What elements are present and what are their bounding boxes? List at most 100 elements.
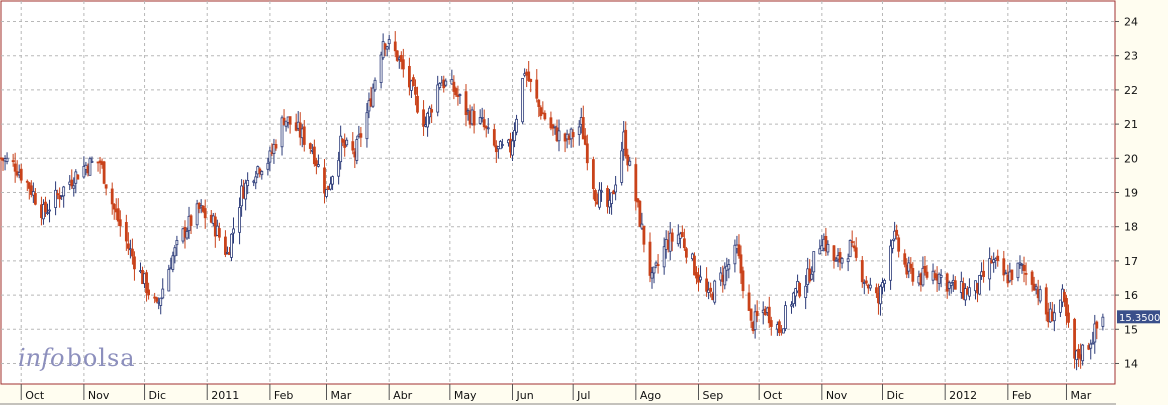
candle-body: [126, 243, 130, 249]
candle-down: [288, 116, 292, 134]
candle-body: [937, 273, 941, 284]
candle-up: [620, 141, 624, 186]
candle-body: [492, 129, 496, 146]
candle-body: [553, 125, 557, 128]
candle-body: [70, 179, 74, 187]
candle-body: [769, 320, 773, 327]
candle-body: [838, 252, 842, 263]
candle-up: [949, 281, 953, 294]
candle-up: [733, 239, 737, 273]
candle-up: [317, 154, 320, 168]
candle-down: [430, 104, 434, 123]
candle-up: [1004, 269, 1008, 275]
candle-down: [529, 78, 533, 93]
candle-body: [33, 193, 37, 205]
candle-up: [699, 265, 702, 283]
candle-body: [102, 161, 106, 184]
watermark-part1: info: [18, 344, 64, 372]
candle-up: [284, 120, 288, 132]
candle-down: [897, 234, 901, 258]
candle-body: [777, 321, 781, 334]
candle-up: [355, 135, 359, 165]
candle-body: [175, 240, 179, 246]
candle-up: [868, 277, 872, 291]
candle-up: [280, 115, 284, 156]
candle-up: [244, 179, 248, 211]
candle-body: [359, 133, 363, 138]
candle-up: [1016, 262, 1020, 282]
candle-up: [480, 107, 484, 123]
candle-down: [401, 48, 405, 78]
candle-up: [1089, 339, 1093, 360]
candle-up: [365, 102, 369, 148]
candle-body: [680, 232, 684, 238]
candle-down: [112, 202, 116, 220]
candle-up: [812, 251, 816, 282]
candle-body: [953, 280, 957, 290]
candle-down: [1024, 262, 1028, 286]
x-tick-label: Nov: [88, 389, 110, 402]
candle-body: [308, 143, 312, 149]
candle-up: [804, 275, 808, 310]
candle-down: [741, 266, 745, 299]
candle-up: [48, 199, 51, 223]
candle-body: [472, 110, 476, 126]
candle-body: [794, 288, 797, 297]
candle-body: [598, 189, 601, 208]
candle-down: [110, 182, 114, 215]
candle-body: [648, 241, 652, 276]
candle-up: [521, 77, 525, 125]
candle-body: [895, 229, 899, 236]
candle-down: [147, 282, 150, 300]
candle-body: [996, 255, 1000, 261]
candle-body: [535, 79, 539, 99]
candle-down: [606, 185, 609, 214]
x-tick-label: 2012: [949, 389, 977, 402]
candle-down: [395, 50, 399, 62]
candle-down: [118, 210, 122, 237]
candle-body: [1002, 258, 1006, 276]
candle-up: [676, 224, 680, 247]
candle-body: [480, 117, 484, 119]
candle-down: [482, 109, 486, 131]
candle-body: [1022, 265, 1026, 271]
candle-body: [365, 112, 369, 140]
candle-up: [331, 175, 334, 191]
candle-down: [769, 316, 773, 336]
candle-down: [472, 103, 476, 134]
candle-down: [1073, 317, 1076, 369]
candle-up: [628, 156, 632, 167]
candle-body: [676, 234, 680, 245]
candle-down: [323, 158, 326, 204]
candle-down: [549, 111, 553, 131]
candle-body: [699, 276, 702, 281]
candle-body: [351, 141, 355, 151]
candle-down: [755, 300, 759, 323]
candle-body: [501, 144, 504, 146]
candle-body: [852, 245, 856, 249]
candle-up: [921, 256, 925, 287]
candle-body: [217, 228, 221, 238]
candle-body: [939, 274, 943, 278]
candle-body: [124, 222, 128, 242]
candle-up: [978, 274, 981, 295]
candle-up: [159, 297, 163, 315]
candle-body: [112, 204, 116, 210]
candle-up: [185, 227, 189, 240]
candle-up: [478, 109, 482, 125]
candle-body: [891, 239, 895, 249]
candle-body: [693, 255, 696, 276]
candle-body: [670, 232, 674, 242]
candle-down: [953, 276, 957, 290]
candle-body: [594, 190, 597, 201]
candle-down: [705, 267, 709, 297]
candle-body: [280, 117, 284, 148]
candle-body: [652, 266, 656, 274]
candle-up: [268, 146, 272, 171]
candle-down: [648, 232, 652, 283]
candle-body: [131, 248, 134, 257]
candle-down: [1002, 250, 1006, 282]
candle-down: [217, 222, 221, 241]
candle-body: [812, 251, 816, 273]
candle-up: [598, 182, 601, 210]
